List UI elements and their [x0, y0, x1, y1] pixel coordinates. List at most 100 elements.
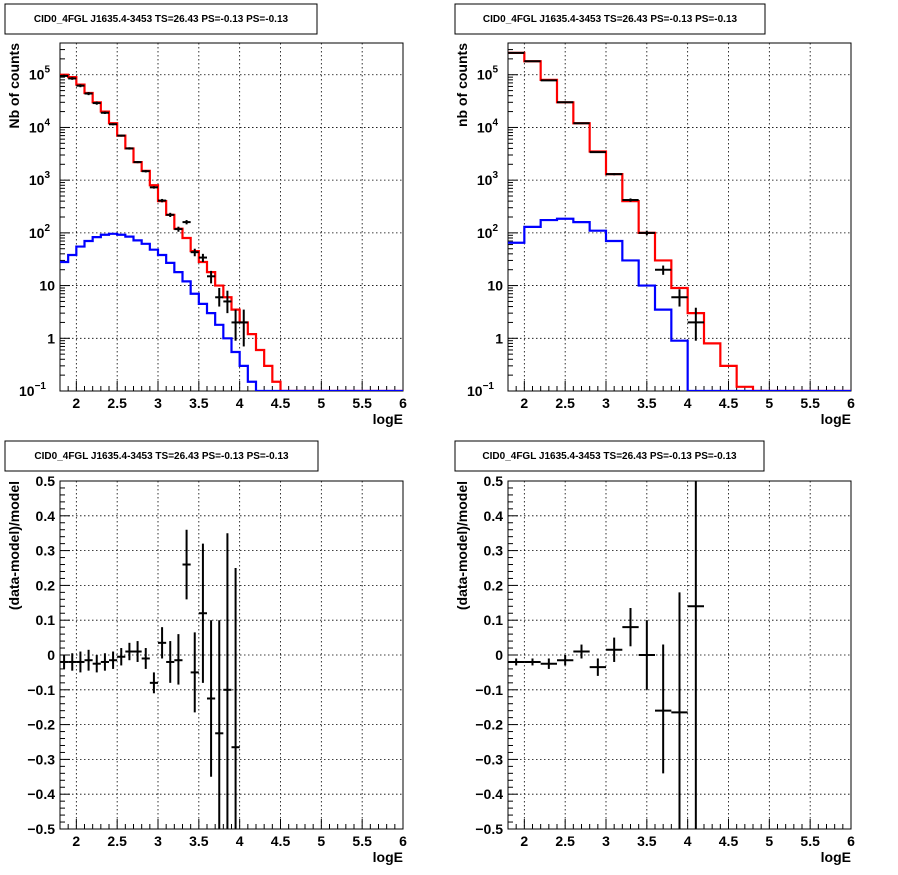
y-tick-label: 102 [29, 223, 51, 241]
x-ticks [507, 381, 852, 391]
y-axis-title: (data-model)/model [454, 481, 470, 610]
data-point [158, 198, 167, 203]
data-point [655, 644, 672, 774]
x-axis-title: logE [373, 849, 403, 865]
y-tick-label: −0.1 [475, 682, 503, 698]
y-tick-label: 103 [477, 170, 499, 188]
y-tick-label: 104 [477, 117, 499, 135]
y-tick-label: 0 [47, 647, 55, 663]
x-tick-label: 3.5 [637, 833, 657, 849]
y-ticks [508, 42, 518, 392]
data-point [100, 111, 109, 114]
x-tick-label: 2 [520, 395, 528, 411]
data-point [174, 634, 183, 685]
y-ticks [60, 42, 70, 392]
x-tick-label: 2 [520, 833, 528, 849]
y-tick-label: 0.4 [36, 508, 56, 524]
histogram-series-2 [508, 217, 851, 391]
data-point [638, 230, 655, 236]
data-points [60, 74, 248, 347]
data-point [76, 84, 85, 88]
data-point [141, 648, 150, 669]
plot-frame [59, 480, 404, 830]
grid [60, 481, 403, 829]
title-box [454, 440, 765, 472]
data-point [158, 627, 167, 659]
data-point [117, 648, 126, 666]
y-tick-label: 10 [487, 278, 503, 294]
data-point [182, 220, 191, 225]
data-point [149, 186, 158, 189]
x-tick-label: 6 [399, 833, 407, 849]
data-point [190, 632, 199, 713]
data-point [606, 173, 623, 176]
x-axis-title: logE [373, 411, 403, 427]
y-tick-label: 1 [47, 330, 55, 346]
data-point [166, 212, 175, 217]
x-tick-label: 6 [847, 395, 855, 411]
x-tick-label: 3.5 [637, 395, 657, 411]
x-tick-label: 2.5 [555, 833, 575, 849]
y-tick-label: −0.4 [27, 786, 55, 802]
data-point [655, 265, 672, 275]
data-point [223, 533, 232, 829]
y-axis-title: nb of counts [454, 43, 470, 127]
y-tick-label: 0 [495, 647, 503, 663]
chart-title: CID0_4FGL J1635.4-3453 TS=26.43 PS=-0.13… [34, 451, 289, 462]
x-tick-label: 3 [602, 395, 610, 411]
x-tick-label: 2.5 [555, 395, 575, 411]
x-tick-label: 4 [684, 833, 692, 849]
data-point [638, 620, 655, 690]
x-tick-label: 4 [236, 395, 244, 411]
data-point [606, 637, 623, 662]
y-tick-label: 0.3 [36, 543, 56, 559]
y-tick-label: 0.2 [484, 577, 504, 593]
data-point [141, 169, 150, 173]
data-point [589, 658, 606, 676]
data-point [198, 543, 207, 683]
data-point [109, 651, 118, 669]
y-axis-title: (data-model)/model [6, 481, 22, 610]
data-point [239, 309, 248, 347]
data-point [573, 644, 590, 659]
x-tick-label: 6 [399, 395, 407, 411]
data-point [68, 653, 77, 671]
data-point [207, 620, 216, 777]
y-tick-label: −0.2 [27, 717, 55, 733]
data-points [508, 481, 704, 829]
chart-title: CID0_4FGL J1635.4-3453 TS=26.43 PS=-0.13… [34, 14, 289, 25]
chart-panel-1: CID0_4FGL J1635.4-3453 TS=26.43 PS=-0.13… [4, 3, 407, 427]
title-box [4, 440, 319, 472]
y-tick-label: −0.4 [475, 786, 503, 802]
x-tick-label: 2.5 [107, 833, 127, 849]
chart-panel-4: CID0_4FGL J1635.4-3453 TS=26.43 PS=-0.13… [454, 440, 855, 865]
y-axis-title: Nb of counts [6, 43, 22, 129]
y-tick-label: 10 [39, 278, 55, 294]
x-ticks [59, 381, 404, 391]
data-point [68, 77, 77, 80]
data-point [671, 592, 688, 829]
data-point [76, 651, 85, 673]
x-tick-label: 3 [602, 833, 610, 849]
x-tick-label: 3.5 [189, 395, 209, 411]
y-tick-label: 0.1 [36, 612, 56, 628]
data-point [231, 568, 240, 829]
chart-title: CID0_4FGL J1635.4-3453 TS=26.43 PS=-0.13… [483, 14, 738, 25]
data-point [125, 147, 134, 150]
y-tick-label: 104 [29, 117, 51, 135]
x-tick-label: 4.5 [719, 395, 739, 411]
data-point [524, 60, 541, 63]
y-tick-label: −0.3 [27, 751, 55, 767]
x-tick-label: 2 [72, 833, 80, 849]
y-tick-label: −0.3 [475, 751, 503, 767]
data-point [92, 101, 101, 105]
data-point [182, 529, 191, 600]
chart-panel-2: CID0_4FGL J1635.4-3453 TS=26.43 PS=-0.13… [454, 3, 855, 427]
data-point [231, 309, 240, 341]
data-point [125, 642, 134, 661]
data-point [60, 655, 69, 669]
y-tick-label: 0.5 [484, 473, 504, 489]
data-point [149, 672, 158, 694]
plot-frame [507, 42, 852, 392]
